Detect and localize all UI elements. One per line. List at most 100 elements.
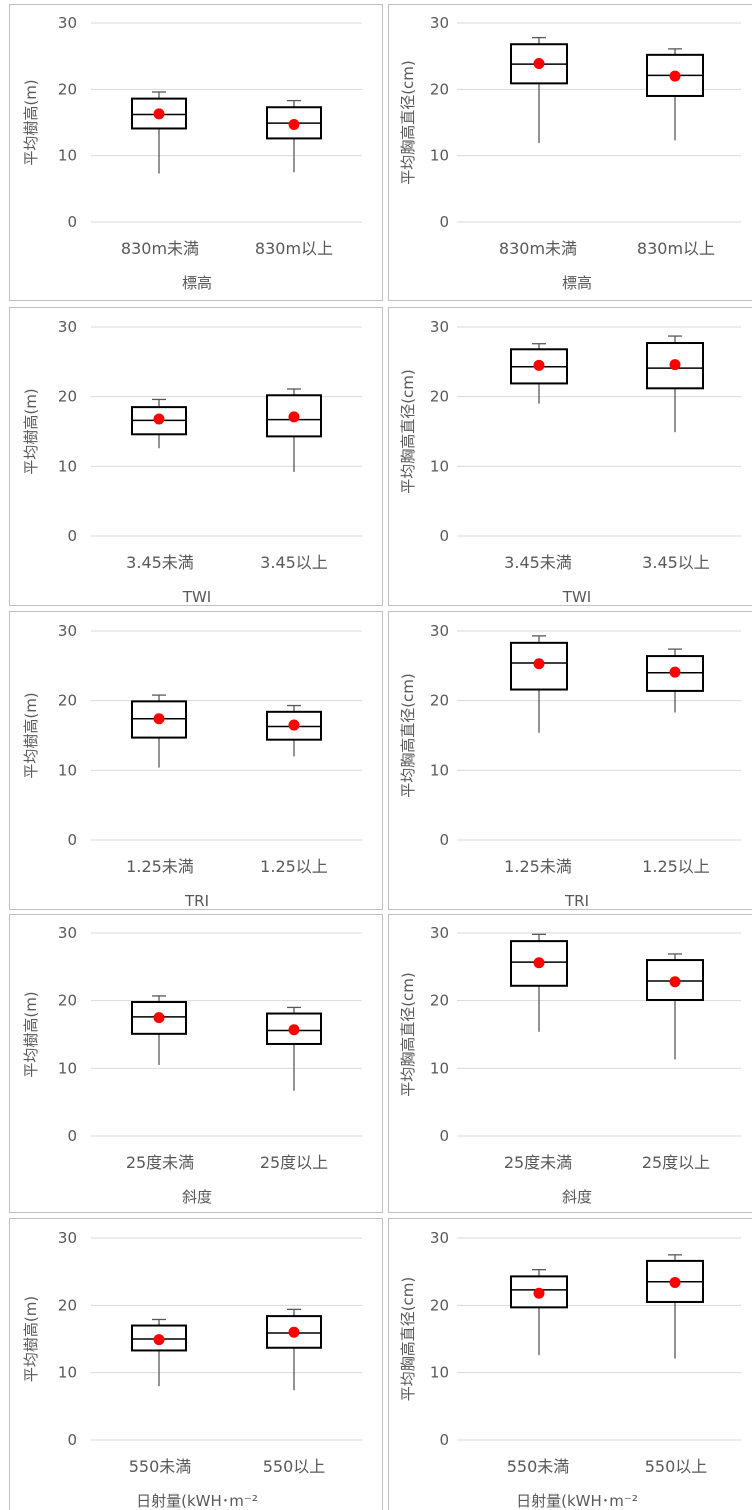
y-tick-label: 0	[439, 527, 449, 545]
x-category-label: 3.45未満	[126, 553, 194, 572]
y-tick-label: 30	[58, 318, 77, 336]
box-plot-item	[266, 99, 322, 173]
y-tick-label: 0	[439, 831, 449, 849]
mean-marker	[533, 359, 545, 371]
panel-frame	[9, 4, 383, 301]
x-category-label: 550未満	[507, 1457, 570, 1476]
y-tick-label: 20	[430, 992, 449, 1010]
y-tick-label: 20	[58, 1296, 77, 1314]
box-plot-item	[131, 398, 187, 449]
y-tick-label: 10	[430, 1059, 449, 1077]
mean-marker	[288, 118, 300, 130]
x-axis-label: TRI	[184, 892, 209, 910]
x-axis-label: 標高	[562, 274, 592, 292]
y-axis-label: 平均樹高(m)	[22, 1296, 40, 1382]
x-category-label: 25度未満	[126, 1153, 194, 1172]
mean-marker	[669, 976, 681, 988]
x-category-label: 25度以上	[642, 1153, 710, 1172]
x-category-label: 1.25以上	[642, 857, 710, 876]
panel-frame	[9, 307, 383, 606]
box-plot-item	[646, 335, 704, 433]
y-tick-label: 10	[58, 457, 77, 475]
y-axis-label: 平均樹高(m)	[22, 991, 40, 1077]
y-tick-label: 20	[58, 692, 77, 710]
panel-frame	[9, 1218, 383, 1510]
y-axis-label: 平均樹高(m)	[22, 692, 40, 778]
chart-panel: 0 10 20 30 平均胸高直径(cm) 1.25未満 1.25以上 TRI	[388, 611, 752, 910]
x-category-label: 25度以上	[260, 1153, 328, 1172]
mean-marker	[153, 108, 165, 120]
box-plot-item	[131, 995, 187, 1065]
x-category-label: 1.25未満	[126, 857, 194, 876]
y-tick-label: 10	[430, 761, 449, 779]
x-category-label: 550以上	[263, 1457, 326, 1476]
chart-panel: 0 10 20 30 平均樹高(m) 1.25未満 1.25以上 TRI	[9, 611, 383, 910]
mean-marker	[288, 411, 300, 423]
chart-panel: 0 10 20 30 平均樹高(m) 3.45未満 3.45以上 TWI	[9, 307, 383, 606]
box-plot-item	[510, 933, 568, 1032]
box-plot-item	[131, 1318, 187, 1387]
y-tick-label: 30	[58, 622, 77, 640]
y-axis-label: 平均胸高直径(cm)	[399, 369, 417, 494]
x-axis-label: 斜度	[562, 1188, 592, 1206]
y-tick-label: 0	[439, 213, 449, 231]
y-tick-label: 10	[430, 457, 449, 475]
y-tick-label: 10	[58, 1364, 77, 1382]
box-plot-item	[646, 1254, 704, 1359]
y-tick-label: 30	[430, 924, 449, 942]
x-axis-label: 標高	[182, 274, 212, 292]
box-plot-item	[266, 704, 322, 757]
box-plot-item	[266, 1006, 322, 1091]
y-tick-label: 10	[430, 1364, 449, 1382]
y-tick-label: 0	[439, 1431, 449, 1449]
x-axis-label: TWI	[562, 588, 591, 606]
y-axis-label: 平均胸高直径(cm)	[399, 1277, 417, 1402]
y-tick-label: 10	[58, 147, 77, 165]
x-category-label: 550以上	[645, 1457, 708, 1476]
x-category-label: 3.45以上	[642, 553, 710, 572]
y-tick-label: 10	[58, 1059, 77, 1077]
mean-marker	[288, 719, 300, 731]
box-plot-item	[131, 694, 187, 768]
y-tick-label: 30	[58, 14, 77, 32]
y-axis-label: 平均胸高直径(cm)	[399, 60, 417, 185]
mean-marker	[533, 658, 545, 670]
y-tick-label: 20	[58, 80, 77, 98]
x-category-label: 830m未満	[499, 239, 577, 258]
box-plot-item	[510, 343, 568, 404]
panel-frame	[9, 914, 383, 1213]
y-tick-label: 20	[58, 992, 77, 1010]
y-tick-label: 30	[58, 924, 77, 942]
box-plot-item	[510, 1268, 568, 1356]
mean-marker	[153, 413, 165, 425]
panel-frame	[388, 4, 752, 301]
y-tick-label: 30	[430, 318, 449, 336]
box-plot-item	[646, 953, 704, 1060]
y-tick-label: 30	[58, 1229, 77, 1247]
x-axis-label: 日射量(kWH･m⁻²	[136, 1492, 258, 1510]
x-axis-label: 日射量(kWH･m⁻²	[516, 1492, 638, 1510]
mean-marker	[288, 1024, 300, 1036]
x-category-label: 830m以上	[637, 239, 715, 258]
x-axis-label: TRI	[564, 892, 589, 910]
mean-marker	[669, 70, 681, 82]
y-tick-label: 0	[67, 527, 77, 545]
mean-marker	[153, 713, 165, 725]
mean-marker	[288, 1326, 300, 1338]
mean-marker	[153, 1012, 165, 1024]
box-plot-item	[131, 91, 187, 174]
mean-marker	[533, 1287, 545, 1299]
y-axis-label: 平均胸高直径(cm)	[399, 673, 417, 798]
y-tick-label: 20	[430, 1296, 449, 1314]
y-tick-label: 0	[67, 831, 77, 849]
y-tick-label: 0	[67, 1431, 77, 1449]
mean-marker	[153, 1334, 165, 1346]
y-tick-label: 0	[439, 1127, 449, 1145]
x-category-label: 830m以上	[255, 239, 333, 258]
y-tick-label: 30	[430, 622, 449, 640]
x-category-label: 3.45未満	[504, 553, 572, 572]
mean-marker	[533, 57, 545, 69]
